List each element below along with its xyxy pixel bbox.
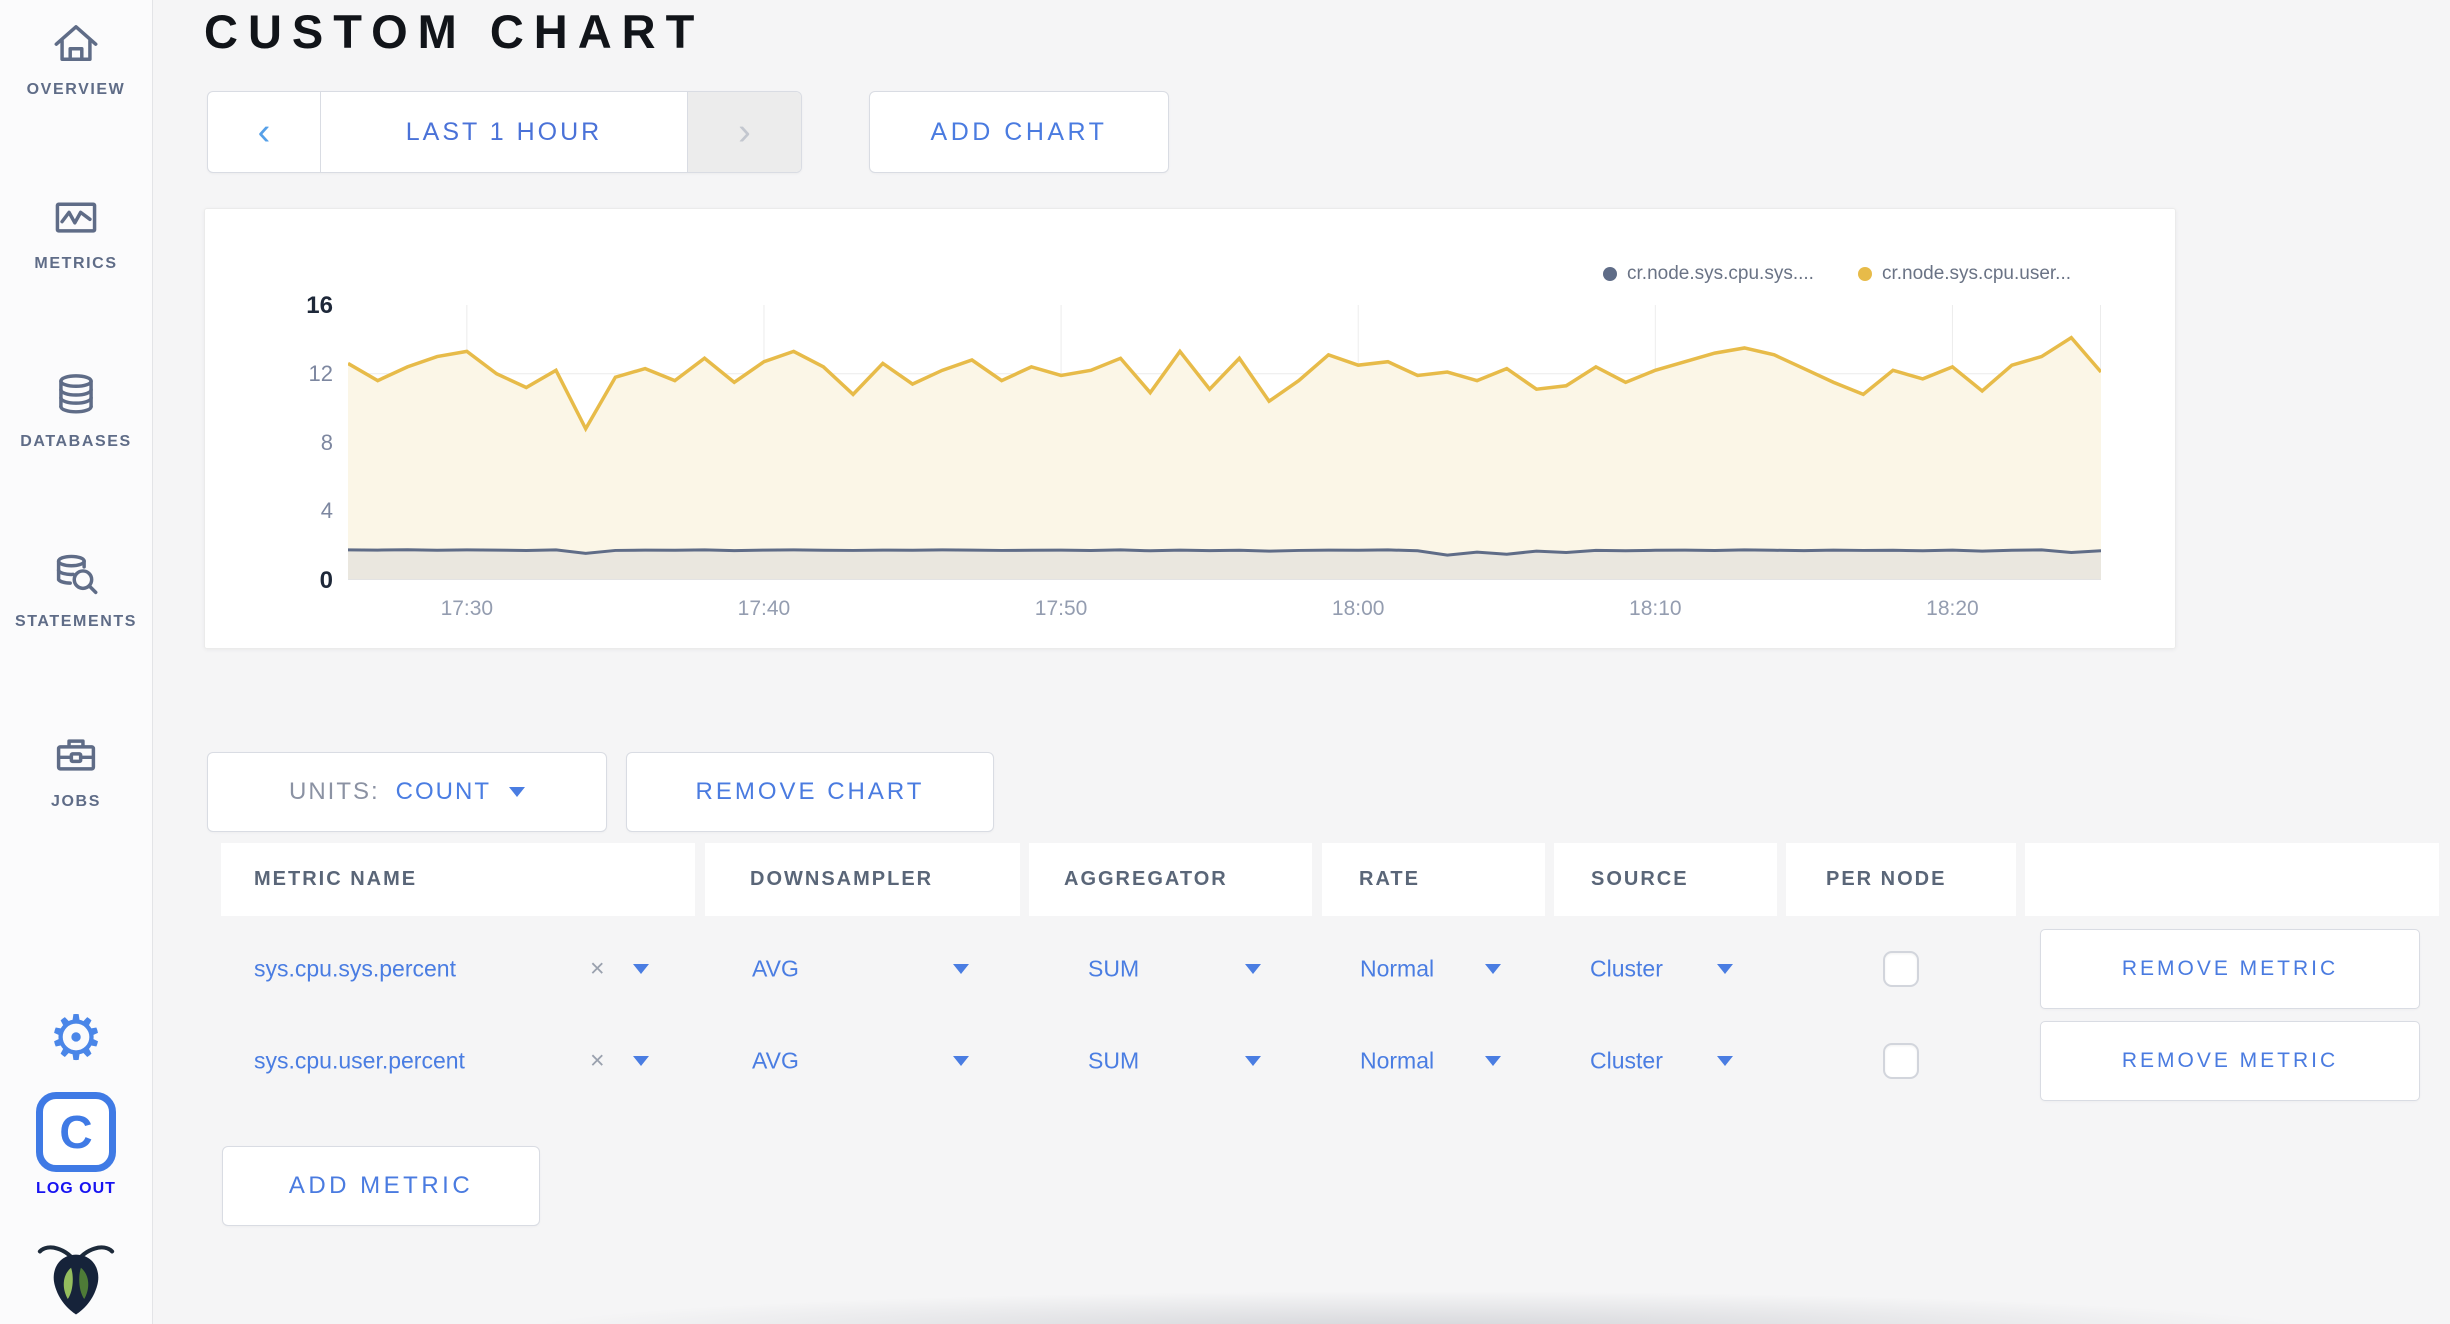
- sidebar-item-label: METRICS: [34, 255, 118, 272]
- sidebar: OVERVIEW METRICS DATABASES: [0, 0, 153, 1324]
- clear-metric-icon[interactable]: ×: [590, 954, 605, 983]
- chart-legend: cr.node.sys.cpu.sys.... cr.node.sys.cpu.…: [1603, 263, 2071, 285]
- x-tick-label: 18:10: [1629, 597, 1682, 620]
- metric-name-value[interactable]: sys.cpu.user.percent: [254, 1047, 465, 1074]
- col-header-per-node: PER NODE: [1786, 843, 2016, 916]
- x-tick-label: 17:30: [440, 597, 494, 620]
- page-title: CUSTOM CHART: [204, 5, 705, 58]
- home-icon: [0, 14, 152, 72]
- logout-button[interactable]: C LOG OUT: [0, 1092, 152, 1198]
- plot-area: [348, 305, 2101, 580]
- remove-metric-button[interactable]: REMOVE METRIC: [2040, 929, 2420, 1009]
- source-value[interactable]: Cluster: [1590, 955, 1663, 982]
- col-header-source: SOURCE: [1554, 843, 1777, 916]
- settings-button[interactable]: ⚙: [0, 1008, 152, 1070]
- legend-label: cr.node.sys.cpu.sys....: [1627, 263, 1814, 284]
- units-label: UNITS:: [289, 778, 380, 805]
- x-tick-label: 18:20: [1926, 597, 1979, 620]
- cockroach-bug-logo[interactable]: [0, 1234, 152, 1318]
- chevron-left-icon: ‹: [257, 110, 271, 153]
- x-tick-label: 17:50: [1034, 597, 1088, 620]
- cockroach-bug-icon: [0, 1234, 152, 1318]
- aggregator-value[interactable]: SUM: [1088, 1047, 1140, 1074]
- metric-row: sys.cpu.sys.percent × AVG SUM Normal Clu…: [153, 929, 2450, 1009]
- chevron-right-icon: ›: [738, 110, 751, 153]
- time-range-next-button[interactable]: ›: [688, 92, 801, 172]
- logout-label: LOG OUT: [36, 1180, 116, 1197]
- time-range-selector: ‹ LAST 1 HOUR ›: [207, 91, 802, 173]
- units-value: COUNT: [395, 778, 491, 805]
- time-range-label[interactable]: LAST 1 HOUR: [320, 92, 688, 172]
- gear-icon: ⚙: [48, 1004, 104, 1073]
- sidebar-item-statements[interactable]: STATEMENTS: [0, 546, 152, 631]
- sidebar-item-databases[interactable]: DATABASES: [0, 366, 152, 451]
- remove-chart-button[interactable]: REMOVE CHART: [626, 752, 994, 832]
- chart-panel: cr.node.sys.cpu.sys.... cr.node.sys.cpu.…: [204, 208, 2176, 649]
- aggregator-value[interactable]: SUM: [1088, 955, 1140, 982]
- rate-caret-icon[interactable]: [1485, 964, 1501, 974]
- legend-dot-user-icon: [1857, 267, 1872, 281]
- legend-label: cr.node.sys.cpu.user...: [1881, 263, 2071, 284]
- sidebar-item-label: OVERVIEW: [26, 81, 126, 98]
- col-header-aggregator: AGGREGATOR: [1029, 843, 1312, 916]
- sidebar-item-label: STATEMENTS: [14, 613, 138, 630]
- legend-dot-sys-icon: [1603, 267, 1618, 281]
- sidebar-item-label: JOBS: [51, 793, 101, 810]
- y-tick-label: 4: [320, 498, 333, 524]
- source-caret-icon[interactable]: [1717, 964, 1733, 974]
- y-tick-label: 12: [308, 360, 333, 386]
- col-header-rate: RATE: [1322, 843, 1545, 916]
- downsampler-caret-icon[interactable]: [953, 1056, 969, 1066]
- metric-name-value[interactable]: sys.cpu.sys.percent: [254, 955, 456, 982]
- metrics-icon: [0, 188, 152, 246]
- aggregator-caret-icon[interactable]: [1245, 1056, 1261, 1066]
- col-header-metric-name: METRIC NAME: [221, 843, 695, 916]
- y-tick-label: 0: [319, 567, 333, 594]
- downsampler-value[interactable]: AVG: [752, 955, 799, 982]
- source-value[interactable]: Cluster: [1590, 1047, 1663, 1074]
- aggregator-caret-icon[interactable]: [1245, 964, 1261, 974]
- sidebar-item-metrics[interactable]: METRICS: [0, 188, 152, 273]
- x-tick-label: 18:00: [1331, 597, 1385, 620]
- main-content: CUSTOM CHART ‹ LAST 1 HOUR › ADD CHART c…: [153, 0, 2450, 1324]
- rate-value[interactable]: Normal: [1360, 955, 1435, 982]
- time-range-prev-button[interactable]: ‹: [208, 92, 320, 172]
- rate-value[interactable]: Normal: [1360, 1047, 1435, 1074]
- y-tick-label: 8: [320, 429, 333, 455]
- source-caret-icon[interactable]: [1717, 1056, 1733, 1066]
- sidebar-item-overview[interactable]: OVERVIEW: [0, 14, 152, 99]
- rate-caret-icon[interactable]: [1485, 1056, 1501, 1066]
- jobs-icon: [0, 726, 152, 784]
- col-header-actions: [2025, 843, 2439, 916]
- downsampler-value[interactable]: AVG: [752, 1047, 799, 1074]
- database-icon: [0, 366, 152, 424]
- y-tick-label: 16: [306, 292, 333, 319]
- x-tick-label: 17:40: [737, 597, 791, 620]
- add-chart-button[interactable]: ADD CHART: [869, 91, 1169, 173]
- metric-dropdown-caret-icon[interactable]: [633, 964, 649, 974]
- add-metric-button[interactable]: ADD METRIC: [222, 1146, 540, 1226]
- per-node-checkbox[interactable]: [1883, 951, 1919, 987]
- legend-item[interactable]: cr.node.sys.cpu.user...: [1857, 263, 2071, 285]
- remove-metric-button[interactable]: REMOVE METRIC: [2040, 1021, 2420, 1101]
- legend-item[interactable]: cr.node.sys.cpu.sys....: [1603, 263, 1814, 285]
- line-chart: [348, 305, 2101, 580]
- clear-metric-icon[interactable]: ×: [590, 1046, 605, 1075]
- downsampler-caret-icon[interactable]: [953, 964, 969, 974]
- units-dropdown[interactable]: UNITS: COUNT: [207, 752, 607, 832]
- sidebar-item-label: DATABASES: [20, 433, 132, 450]
- sidebar-item-jobs[interactable]: JOBS: [0, 726, 152, 811]
- per-node-checkbox[interactable]: [1883, 1043, 1919, 1079]
- statements-icon: [0, 546, 152, 604]
- metric-dropdown-caret-icon[interactable]: [633, 1056, 649, 1066]
- col-header-downsampler: DOWNSAMPLER: [705, 843, 1020, 916]
- metric-row: sys.cpu.user.percent × AVG SUM Normal Cl…: [153, 1021, 2450, 1101]
- cockroach-c-logo-icon: C: [36, 1092, 116, 1172]
- chevron-down-icon: [509, 787, 525, 797]
